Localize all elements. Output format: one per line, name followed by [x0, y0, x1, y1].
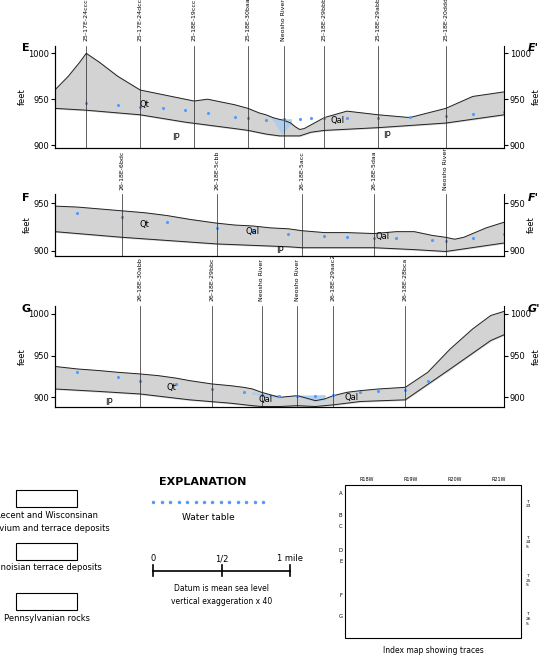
- Bar: [16, 490, 77, 507]
- Text: R20W: R20W: [448, 477, 462, 482]
- Text: 26-18E-30abb: 26-18E-30abb: [138, 257, 142, 301]
- Text: 1/2: 1/2: [215, 555, 229, 564]
- Text: T
25
S: T 25 S: [526, 574, 532, 587]
- Text: F': F': [528, 193, 539, 203]
- Text: T
23: T 23: [526, 499, 532, 509]
- Y-axis label: feet: feet: [23, 217, 32, 233]
- Text: 26-18E-5daa: 26-18E-5daa: [372, 150, 376, 190]
- Text: B: B: [339, 513, 342, 518]
- Bar: [345, 485, 521, 639]
- Text: G: G: [21, 304, 30, 314]
- Text: Index map showing traces: Index map showing traces: [383, 646, 483, 655]
- Text: Recent and Wisconsinan: Recent and Wisconsinan: [0, 511, 98, 520]
- Text: EXPLANATION: EXPLANATION: [159, 477, 247, 487]
- Text: vertical exaggeration x 40: vertical exaggeration x 40: [172, 597, 272, 606]
- Text: IP: IP: [276, 246, 283, 255]
- Text: IP: IP: [384, 131, 391, 141]
- Y-axis label: feet: feet: [18, 348, 27, 365]
- Text: A: A: [339, 491, 342, 497]
- Text: 26-18E-29aac2: 26-18E-29aac2: [331, 254, 336, 301]
- Text: Qt: Qt: [140, 101, 150, 109]
- Text: Qal: Qal: [259, 396, 273, 404]
- Text: Water table: Water table: [182, 513, 235, 522]
- Text: 26-18E-5cbb: 26-18E-5cbb: [214, 150, 219, 190]
- Text: D: D: [339, 548, 342, 553]
- Text: R21W: R21W: [492, 477, 506, 482]
- Text: 26-18E-28bca: 26-18E-28bca: [403, 258, 408, 301]
- Text: Qt: Qt: [140, 219, 150, 229]
- Y-axis label: feet: feet: [532, 348, 541, 365]
- Text: 25-18E-19ccc: 25-18E-19ccc: [192, 0, 197, 41]
- Text: R19W: R19W: [404, 477, 418, 482]
- Text: G': G': [527, 304, 540, 314]
- Text: C: C: [339, 524, 342, 529]
- Text: Illinoisian terrace deposits: Illinoisian terrace deposits: [0, 564, 102, 572]
- Text: Qal: Qal: [344, 393, 358, 402]
- Text: T
26
S: T 26 S: [526, 612, 532, 625]
- Text: Neosho River: Neosho River: [282, 0, 287, 41]
- Text: T
24
S: T 24 S: [526, 535, 532, 549]
- Text: Pennsylvanian rocks: Pennsylvanian rocks: [4, 614, 89, 623]
- Text: IP: IP: [172, 133, 180, 142]
- Y-axis label: feet: feet: [18, 89, 27, 105]
- Text: alluvium and terrace deposits: alluvium and terrace deposits: [0, 524, 110, 533]
- Text: Neosho River: Neosho River: [443, 148, 448, 190]
- Text: E: E: [22, 43, 30, 53]
- Text: 1 mile: 1 mile: [277, 555, 304, 564]
- Text: Neosho River: Neosho River: [295, 259, 300, 301]
- Text: 0: 0: [151, 555, 156, 564]
- Text: R18W: R18W: [360, 477, 374, 482]
- Text: Qal: Qal: [38, 494, 55, 504]
- Text: Datum is mean sea level: Datum is mean sea level: [174, 584, 270, 593]
- Text: E': E': [528, 43, 539, 53]
- Text: Qal: Qal: [376, 232, 390, 241]
- Y-axis label: feet: feet: [532, 89, 541, 105]
- Text: 26-18E-6bdc: 26-18E-6bdc: [119, 150, 125, 190]
- Text: 26-18E-5acc: 26-18E-5acc: [299, 151, 305, 190]
- Text: IP: IP: [42, 597, 51, 607]
- Text: F: F: [340, 593, 342, 598]
- Text: 25-18E-29bbb: 25-18E-29bbb: [322, 0, 327, 41]
- Text: 25-18E-30baa: 25-18E-30baa: [246, 0, 250, 41]
- Text: Qal: Qal: [331, 116, 345, 125]
- Text: 25-18E-29abb: 25-18E-29abb: [376, 0, 381, 41]
- Text: E: E: [339, 559, 342, 564]
- Text: Neosho River: Neosho River: [259, 259, 264, 301]
- Bar: [16, 593, 77, 610]
- Text: Qt: Qt: [167, 383, 176, 392]
- Text: Qal: Qal: [246, 227, 260, 236]
- Text: 25-18E-20ddd: 25-18E-20ddd: [443, 0, 448, 41]
- Text: 25-17E-24dcc: 25-17E-24dcc: [138, 0, 142, 41]
- Y-axis label: feet: feet: [527, 217, 536, 233]
- Bar: [16, 543, 77, 560]
- Text: Qt: Qt: [41, 546, 52, 556]
- Text: IP: IP: [105, 398, 112, 407]
- Text: 26-18E-29bbc: 26-18E-29bbc: [209, 258, 215, 301]
- Text: F: F: [22, 193, 30, 203]
- Text: 25-17E-24ccc: 25-17E-24ccc: [84, 0, 89, 41]
- Text: G: G: [339, 614, 342, 620]
